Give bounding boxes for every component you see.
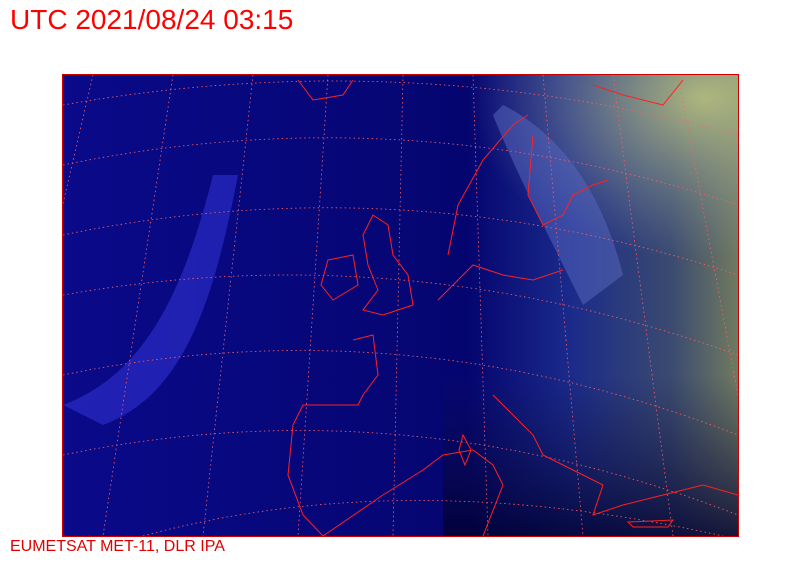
data-source-credit: EUMETSAT MET-11, DLR IPA [10,538,225,555]
graticule [63,75,738,536]
timestamp-title: UTC 2021/08/24 03:15 [10,4,294,35]
coastlines [287,79,738,536]
coast-crete [626,519,675,528]
coast-iceland [297,79,354,101]
cloud-band [63,175,238,425]
coast-mediterranean [322,449,504,536]
coast-continent [287,264,738,536]
cloud-band [493,105,623,305]
coast-ireland [320,254,359,301]
coast-corsica [458,433,472,467]
coast-scandinavia [447,79,684,256]
coast-britain [362,214,414,316]
satellite-map [62,74,739,537]
